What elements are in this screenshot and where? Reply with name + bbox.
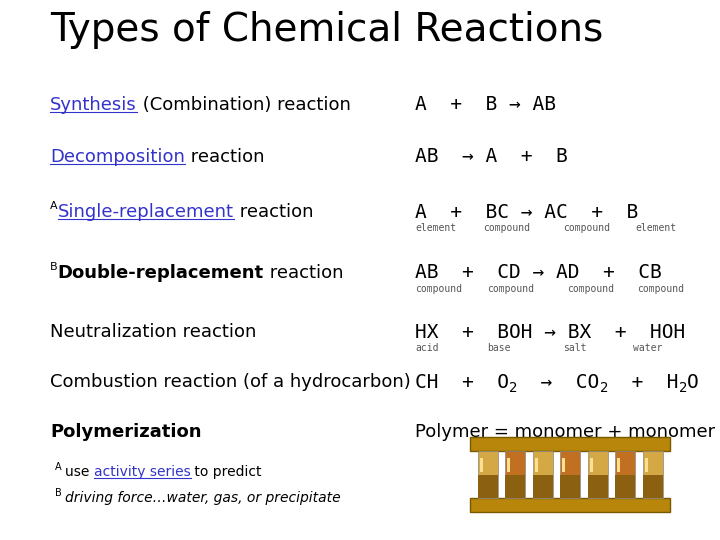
Bar xyxy=(644,458,647,472)
Text: 2: 2 xyxy=(678,381,687,395)
Text: acid: acid xyxy=(415,343,438,353)
Bar xyxy=(615,451,635,498)
Text: element: element xyxy=(635,223,676,233)
Text: salt: salt xyxy=(563,343,587,353)
Text: CH  +  O: CH + O xyxy=(415,373,509,392)
Text: Neutralization reaction: Neutralization reaction xyxy=(50,323,256,341)
Text: compound: compound xyxy=(483,223,530,233)
Text: use: use xyxy=(65,465,94,479)
Bar xyxy=(477,451,498,498)
Text: 2: 2 xyxy=(509,381,518,395)
Bar xyxy=(533,475,552,498)
Bar xyxy=(505,451,525,498)
Bar xyxy=(534,458,538,472)
Text: element: element xyxy=(415,223,456,233)
Text: to predict: to predict xyxy=(191,465,262,479)
Bar xyxy=(560,475,580,498)
Text: B: B xyxy=(55,488,62,498)
Text: A  +  BC → AC  +  B: A + BC → AC + B xyxy=(415,202,638,221)
Text: activity series: activity series xyxy=(94,465,191,479)
Text: Polymerization: Polymerization xyxy=(50,423,202,441)
Text: B: B xyxy=(50,262,58,272)
Text: driving force…water, gas, or precipitate: driving force…water, gas, or precipitate xyxy=(65,491,341,505)
Text: compound: compound xyxy=(637,284,684,294)
Text: compound: compound xyxy=(415,284,462,294)
Text: A: A xyxy=(55,462,62,472)
Text: AB  → A  +  B: AB → A + B xyxy=(415,147,568,166)
Text: +  H: + H xyxy=(608,373,678,392)
Text: Synthesis: Synthesis xyxy=(50,96,137,114)
Text: reaction: reaction xyxy=(233,203,313,221)
Text: A  +  B → AB: A + B → AB xyxy=(415,96,556,114)
Text: water: water xyxy=(633,343,662,353)
Bar xyxy=(562,458,565,472)
Text: (Combination) reaction: (Combination) reaction xyxy=(137,96,351,114)
Bar xyxy=(642,475,662,498)
Bar xyxy=(588,475,608,498)
Text: reaction: reaction xyxy=(264,264,343,282)
Text: O: O xyxy=(687,373,698,392)
Text: Decomposition: Decomposition xyxy=(50,148,185,166)
Bar xyxy=(477,475,498,498)
Text: A: A xyxy=(50,201,58,211)
Bar xyxy=(642,451,662,498)
Text: HX  +  BOH → BX  +  HOH: HX + BOH → BX + HOH xyxy=(415,322,685,341)
Bar xyxy=(480,458,482,472)
Bar xyxy=(507,458,510,472)
Text: 2: 2 xyxy=(600,381,608,395)
Text: compound: compound xyxy=(567,284,614,294)
Text: AB  +  CD → AD  +  CB: AB + CD → AD + CB xyxy=(415,264,662,282)
Bar xyxy=(470,437,670,451)
Bar xyxy=(617,458,620,472)
Bar xyxy=(505,475,525,498)
Text: Single-replacement: Single-replacement xyxy=(58,203,233,221)
Bar xyxy=(470,498,670,512)
Text: compound: compound xyxy=(487,284,534,294)
Text: base: base xyxy=(487,343,510,353)
Bar xyxy=(560,451,580,498)
Text: Combustion reaction (of a hydrocarbon): Combustion reaction (of a hydrocarbon) xyxy=(50,373,410,391)
Bar xyxy=(533,451,552,498)
Text: compound: compound xyxy=(563,223,610,233)
Bar xyxy=(590,458,593,472)
Text: reaction: reaction xyxy=(185,148,264,166)
Text: →  CO: → CO xyxy=(518,373,600,392)
Text: Polymer = monomer + monomer + …: Polymer = monomer + monomer + … xyxy=(415,423,720,441)
Text: Types of Chemical Reactions: Types of Chemical Reactions xyxy=(50,11,603,49)
Text: Double-replacement: Double-replacement xyxy=(58,264,264,282)
Bar xyxy=(615,475,635,498)
Bar xyxy=(588,451,608,498)
